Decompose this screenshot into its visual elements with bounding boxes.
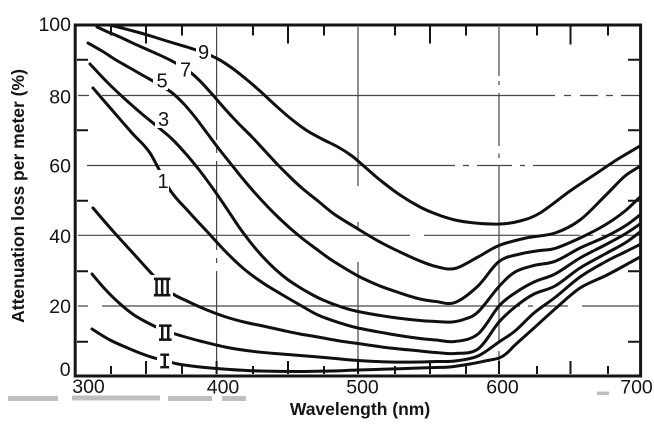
svg-text:7: 7 (180, 60, 191, 82)
svg-text:9: 9 (198, 42, 209, 64)
svg-text:Attenuation loss per meter (%): Attenuation loss per meter (%) (8, 69, 28, 323)
svg-text:700: 700 (620, 377, 653, 399)
svg-text:100: 100 (38, 14, 71, 36)
svg-text:500: 500 (346, 377, 379, 399)
svg-text:Wavelength (nm): Wavelength (nm) (290, 399, 430, 419)
svg-text:0: 0 (60, 359, 71, 381)
svg-text:300: 300 (72, 376, 105, 398)
svg-text:80: 80 (49, 87, 71, 109)
svg-text:600: 600 (486, 377, 519, 399)
svg-text:60: 60 (49, 156, 71, 178)
svg-text:3: 3 (158, 109, 169, 131)
svg-text:1: 1 (157, 171, 168, 193)
svg-text:20: 20 (49, 296, 71, 318)
svg-text:400: 400 (207, 377, 240, 399)
svg-text:5: 5 (156, 71, 167, 93)
svg-text:40: 40 (49, 226, 71, 248)
